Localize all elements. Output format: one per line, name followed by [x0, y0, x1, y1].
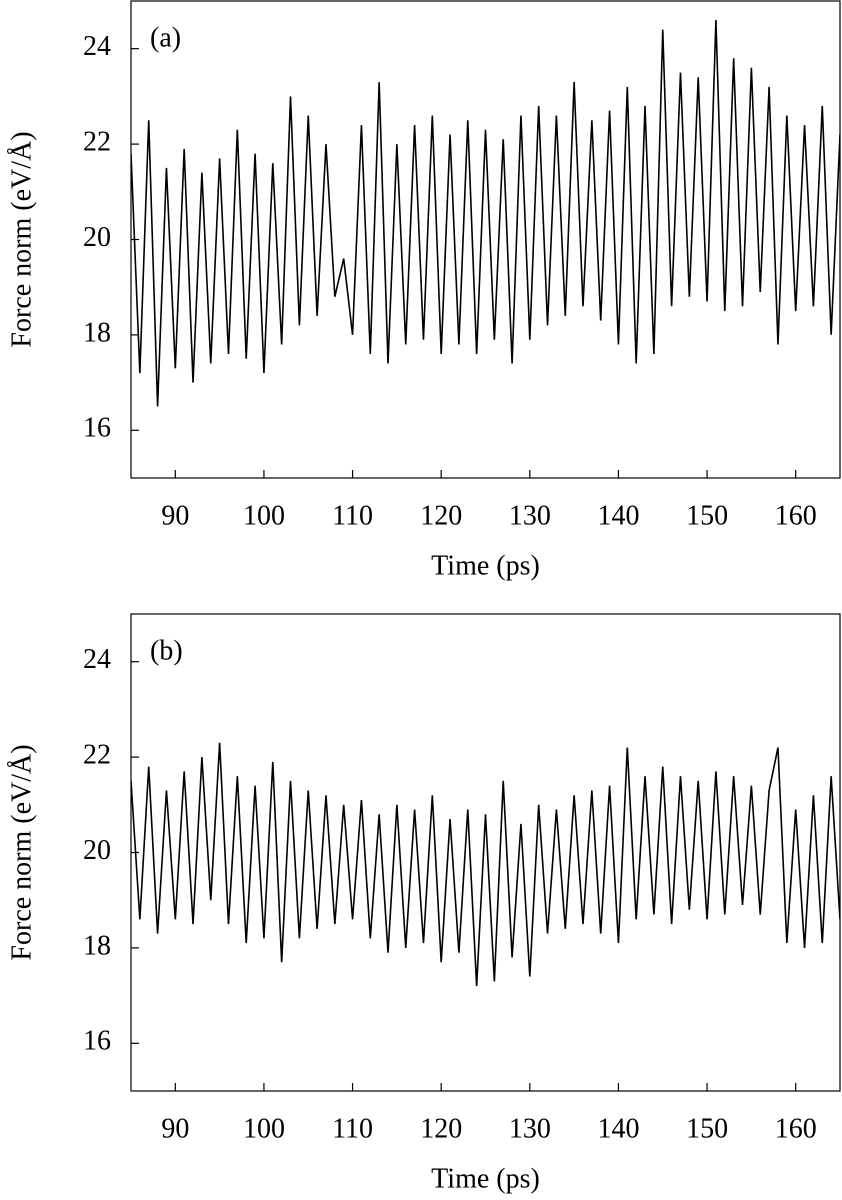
y-tick-label: 18 — [83, 317, 111, 348]
x-tick-label: 160 — [775, 500, 817, 531]
y-tick-label: 16 — [83, 1026, 111, 1057]
y-tick-label: 24 — [83, 31, 111, 62]
y-axis-title: Force norm (eV/Å) — [6, 744, 37, 960]
x-axis-title: Time (ps) — [431, 1163, 540, 1194]
y-tick-label: 22 — [83, 127, 111, 158]
x-tick-label: 130 — [509, 1113, 551, 1144]
y-tick-label: 20 — [83, 835, 111, 866]
x-tick-label: 140 — [597, 500, 639, 531]
data-line — [131, 20, 840, 407]
x-tick-label: 90 — [161, 1113, 189, 1144]
x-tick-label: 100 — [243, 500, 285, 531]
x-tick-label: 100 — [243, 1113, 285, 1144]
y-tick-label: 16 — [83, 413, 111, 444]
x-tick-label: 90 — [161, 500, 189, 531]
x-tick-label: 160 — [775, 1113, 817, 1144]
x-tick-label: 150 — [686, 1113, 728, 1144]
x-tick-label: 150 — [686, 500, 728, 531]
x-tick-label: 110 — [332, 1113, 373, 1144]
x-tick-label: 120 — [420, 500, 462, 531]
y-tick-label: 20 — [83, 222, 111, 253]
y-axis-title: Force norm (eV/Å) — [6, 131, 37, 347]
plot-frame — [130, 613, 841, 1092]
y-tick-label: 22 — [83, 740, 111, 771]
panel-label: (b) — [150, 635, 183, 666]
y-tick-label: 18 — [83, 930, 111, 961]
panel-label: (a) — [150, 22, 181, 53]
x-tick-label: 110 — [332, 500, 373, 531]
data-line — [131, 742, 840, 987]
y-tick-label: 24 — [83, 644, 111, 675]
x-axis-title: Time (ps) — [431, 550, 540, 581]
x-tick-label: 120 — [420, 1113, 462, 1144]
x-tick-label: 130 — [509, 500, 551, 531]
x-tick-label: 140 — [597, 1113, 639, 1144]
